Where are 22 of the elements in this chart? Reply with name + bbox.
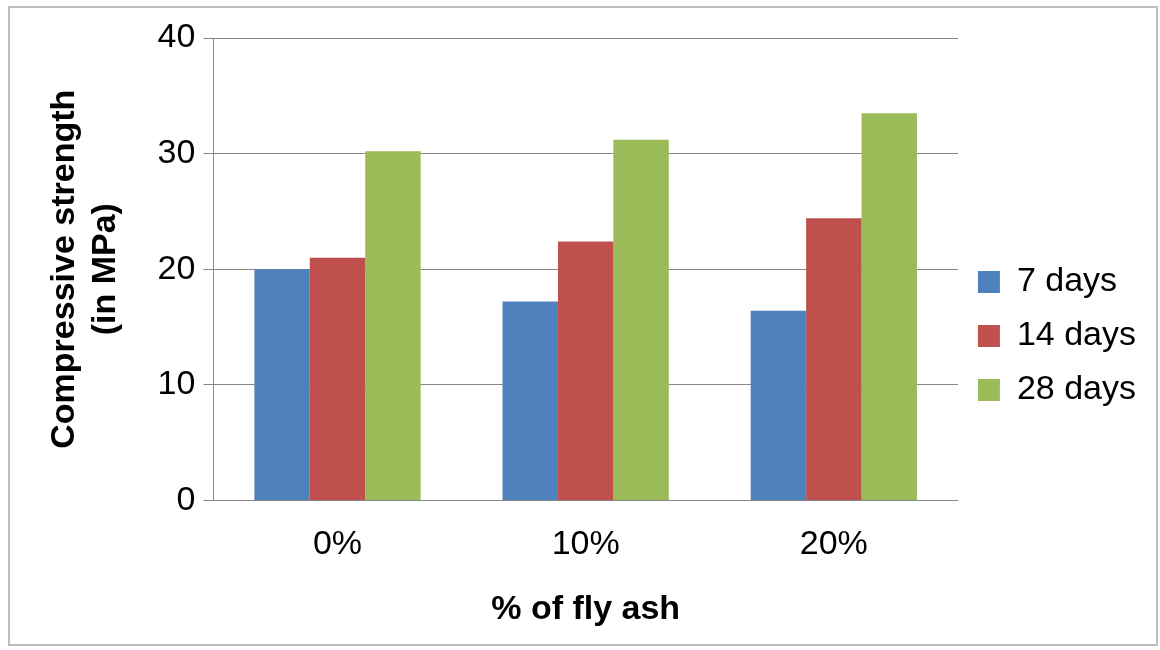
bar (861, 113, 917, 500)
x-axis-title: % of fly ash (491, 587, 681, 626)
bar (502, 301, 558, 500)
bar (254, 269, 310, 500)
x-tick-label: 20% (799, 523, 868, 562)
x-tick-label: 10% (551, 523, 620, 562)
bar (613, 139, 669, 500)
y-tick-label: 40 (157, 16, 196, 55)
bar (750, 310, 807, 500)
y-tick-label: 20 (157, 247, 196, 286)
bar (806, 218, 862, 500)
bar (365, 151, 421, 500)
y-axis-title: Compressive strength (in MPa) (42, 89, 122, 449)
legend-label: 14 days (1016, 314, 1137, 353)
legend-label: 7 days (1016, 260, 1118, 299)
bar (309, 257, 366, 500)
x-tick-label: 0% (312, 523, 363, 562)
y-tick-label: 30 (157, 131, 196, 170)
legend-label: 28 days (1016, 368, 1137, 407)
bar (557, 241, 614, 500)
y-tick-label: 0 (176, 478, 196, 517)
y-tick-label: 10 (157, 363, 196, 402)
